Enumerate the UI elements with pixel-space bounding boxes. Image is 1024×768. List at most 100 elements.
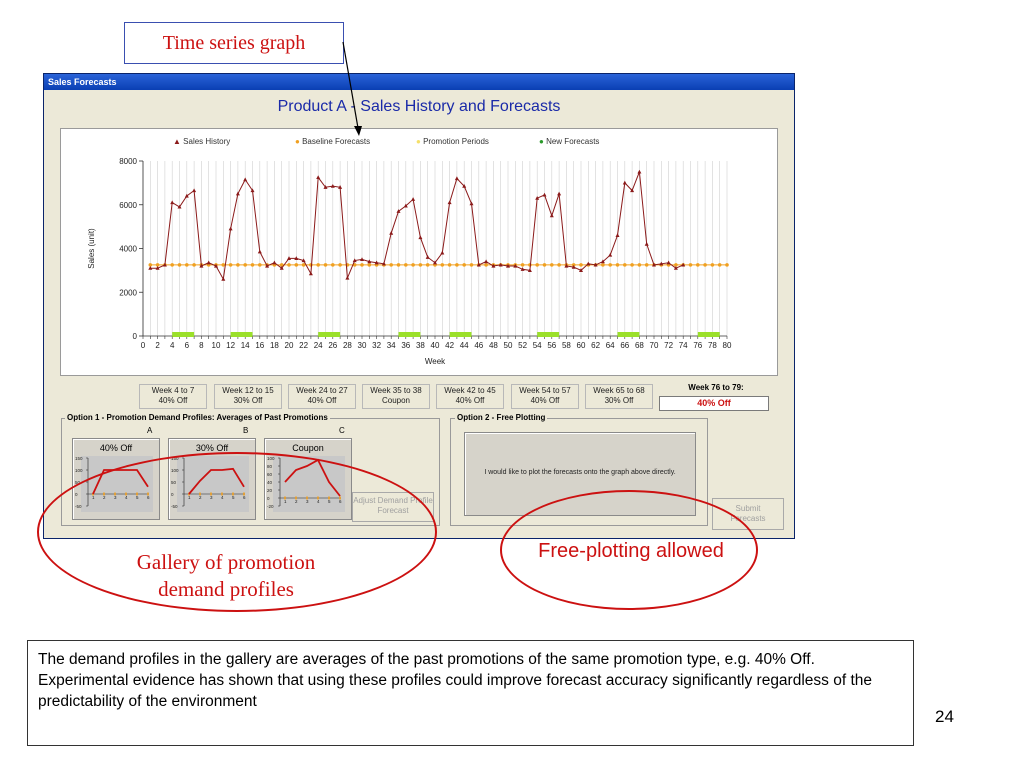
x-tick-label: 56 xyxy=(547,341,556,350)
sales-history-point xyxy=(294,256,299,260)
sales-history-point xyxy=(484,259,489,264)
sales-history-point xyxy=(352,258,357,263)
baseline-point xyxy=(615,263,620,267)
profile-label: 40% Off xyxy=(99,443,133,453)
sales-history-point xyxy=(360,257,364,262)
sales-history-point xyxy=(425,255,430,259)
x-tick-label: 74 xyxy=(679,341,688,350)
promotion-weeks: Week 24 to 27 xyxy=(296,386,348,395)
sales-history-point xyxy=(243,177,248,182)
promotion-type: 40% Off xyxy=(455,396,485,405)
x-axis-label: Week xyxy=(425,357,446,366)
baseline-point xyxy=(557,263,561,267)
baseline-point xyxy=(316,263,320,267)
x-tick-label: 12 xyxy=(226,341,235,350)
baseline-point xyxy=(258,263,262,267)
baseline-point xyxy=(717,263,722,267)
sales-history-point xyxy=(403,203,408,208)
sales-history-point xyxy=(542,192,547,197)
x-tick-label: 24 xyxy=(314,341,323,350)
sales-history-point xyxy=(593,262,598,267)
x-tick-label: 14 xyxy=(241,341,250,350)
sales-history-point xyxy=(498,262,503,267)
window-titlebar[interactable]: Sales Forecasts xyxy=(44,74,794,90)
x-tick-label: 18 xyxy=(270,341,279,350)
promotion-label: Week 24 to 27 40% Off xyxy=(288,384,356,409)
free-plotting-annotation: Free-plotting allowed xyxy=(538,540,724,562)
sales-history-point xyxy=(272,260,277,265)
baseline-point xyxy=(418,263,423,267)
sales-history-point xyxy=(345,275,350,280)
promotion-period-marker xyxy=(398,332,421,337)
promotion-period-marker xyxy=(537,332,560,337)
gallery-annotation: Gallery of promotion demand profiles xyxy=(136,550,316,601)
x-tick-label: 22 xyxy=(299,341,308,350)
x-tick-label: 26 xyxy=(328,341,337,350)
baseline-point xyxy=(250,263,255,267)
sales-history-point xyxy=(527,268,532,272)
baseline-point xyxy=(447,263,452,267)
y-tick-label: 8000 xyxy=(119,157,137,166)
legend-new-forecasts: ● New Forecasts xyxy=(539,137,600,146)
y-tick-label: 0 xyxy=(133,332,138,341)
sales-history-point xyxy=(637,169,642,174)
promotion-type: 40% Off xyxy=(307,396,337,405)
baseline-point xyxy=(185,263,189,267)
baseline-point xyxy=(221,263,226,267)
baseline-point xyxy=(535,263,539,267)
next-promotion-type[interactable]: 40% Off xyxy=(659,396,769,411)
x-tick-label: 80 xyxy=(723,341,732,350)
sales-history-point xyxy=(192,188,197,193)
baseline-point xyxy=(228,263,233,267)
sales-history-point xyxy=(287,256,291,260)
sales-history-point xyxy=(615,233,620,237)
x-tick-label: 6 xyxy=(185,341,190,350)
x-tick-label: 8 xyxy=(199,341,204,350)
sales-history-point xyxy=(454,176,459,181)
promotion-period-marker xyxy=(617,332,640,337)
y-tick-label: 6000 xyxy=(119,201,137,210)
baseline-point xyxy=(352,263,357,267)
sales-history-point xyxy=(666,260,671,265)
sales-history-point xyxy=(184,193,189,198)
sales-history-point xyxy=(265,263,270,268)
baseline-point xyxy=(710,263,715,267)
baseline-point xyxy=(688,263,693,267)
baseline-point xyxy=(601,263,605,267)
x-tick-label: 38 xyxy=(416,341,425,350)
promotion-type: 30% Off xyxy=(233,396,263,405)
sales-history-point xyxy=(681,262,686,267)
x-tick-label: 0 xyxy=(141,341,146,350)
baseline-point xyxy=(644,263,649,267)
x-tick-label: 40 xyxy=(431,341,440,350)
baseline-point xyxy=(411,263,415,267)
callout-time-series: Time series graph xyxy=(124,22,344,64)
sales-history-point xyxy=(257,249,262,254)
promotion-period-marker xyxy=(449,332,472,337)
sales-history-point xyxy=(170,200,175,205)
promotion-type: 40% Off xyxy=(158,396,188,405)
promotion-period-marker xyxy=(230,332,253,337)
sales-history-point xyxy=(323,185,328,189)
baseline-point xyxy=(301,263,306,267)
sales-history-point xyxy=(301,258,306,263)
x-tick-label: 70 xyxy=(650,341,659,350)
promotion-label: Week 54 to 57 40% Off xyxy=(511,384,579,409)
sales-history-point xyxy=(396,209,401,213)
x-tick-label: 62 xyxy=(591,341,600,350)
sales-history-point xyxy=(440,250,445,255)
x-tick-label: 28 xyxy=(343,341,352,350)
free-plotting-button-text: I would like to plot the forecasts onto … xyxy=(484,469,676,476)
next-promotion-weeks: Week 76 to 79: xyxy=(688,383,744,392)
profile-ytick: 100 xyxy=(75,468,83,473)
option2-title: Option 2 - Free Plotting xyxy=(455,413,548,422)
sales-history-point xyxy=(535,195,540,200)
x-tick-label: 2 xyxy=(155,341,160,350)
x-tick-label: 60 xyxy=(577,341,586,350)
x-tick-label: 68 xyxy=(635,341,644,350)
promotion-label: Week 35 to 38 Coupon xyxy=(362,384,430,409)
promotion-period-marker xyxy=(697,332,720,337)
sales-history-point xyxy=(652,262,656,267)
sales-history-point xyxy=(659,261,664,266)
